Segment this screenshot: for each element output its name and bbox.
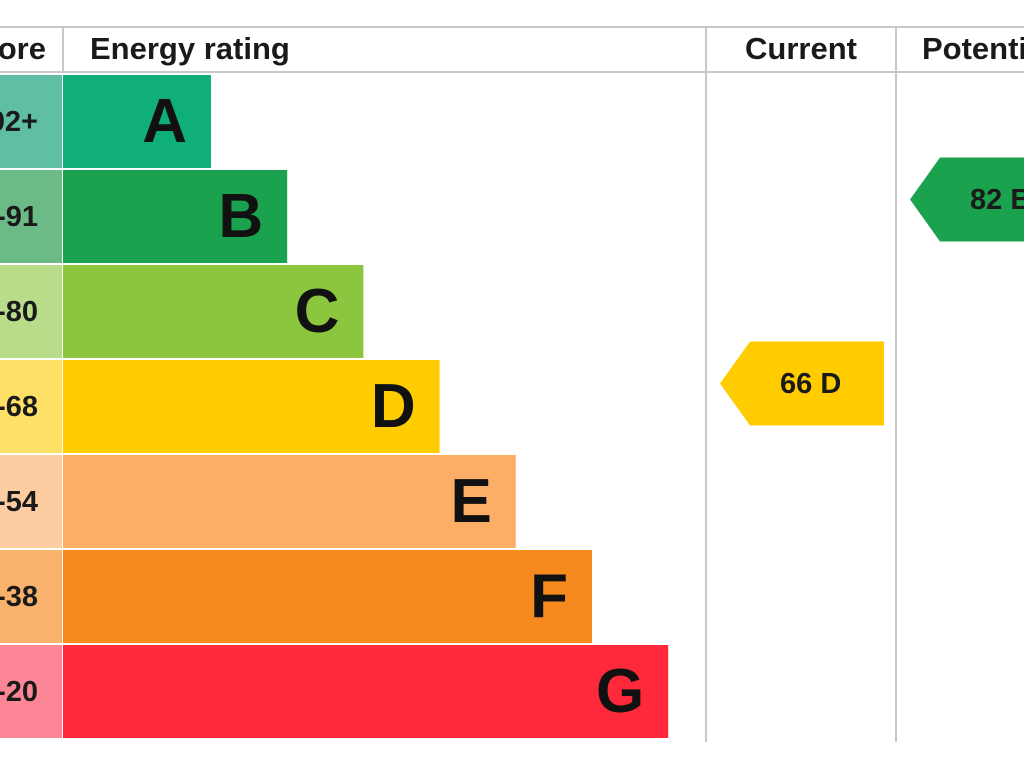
- score-range: 92+: [0, 106, 38, 138]
- score-range: 39-54: [0, 486, 38, 518]
- score-range: 21-38: [0, 581, 38, 613]
- potential-arrow: [910, 157, 1024, 242]
- band-letter: D: [371, 372, 416, 441]
- current-header: Current: [745, 31, 857, 66]
- current-label: 66 D: [780, 368, 841, 400]
- potential-label: 82 B: [970, 184, 1024, 216]
- band-letter: F: [530, 562, 568, 631]
- score-header: Score: [0, 31, 46, 66]
- score-cell: [0, 75, 62, 168]
- band-letter: B: [218, 182, 263, 251]
- band-bar: [63, 265, 364, 358]
- score-range: 81-91: [0, 201, 38, 233]
- score-cell: [0, 170, 62, 263]
- band-letter: A: [142, 87, 187, 156]
- score-cell: [0, 265, 62, 358]
- band-letter: C: [295, 277, 340, 346]
- score-range: 1-20: [0, 676, 38, 708]
- score-range: 69-80: [0, 296, 38, 328]
- band-bar: [63, 645, 669, 738]
- band-bar: [63, 170, 288, 263]
- band-bar: [63, 360, 440, 453]
- band-bar: [63, 550, 592, 643]
- current-arrow: [720, 341, 884, 426]
- score-cell: [0, 645, 62, 738]
- score-cell: [0, 360, 62, 453]
- band-letter: E: [450, 467, 491, 536]
- band-bar: [63, 455, 516, 548]
- potential-header: Potential: [922, 31, 1024, 66]
- band-bar: [63, 75, 211, 168]
- score-cell: [0, 455, 62, 548]
- score-range: 55-68: [0, 391, 38, 423]
- band-letter: G: [596, 657, 644, 726]
- rating-header: Energy rating: [90, 31, 290, 66]
- score-cell: [0, 550, 62, 643]
